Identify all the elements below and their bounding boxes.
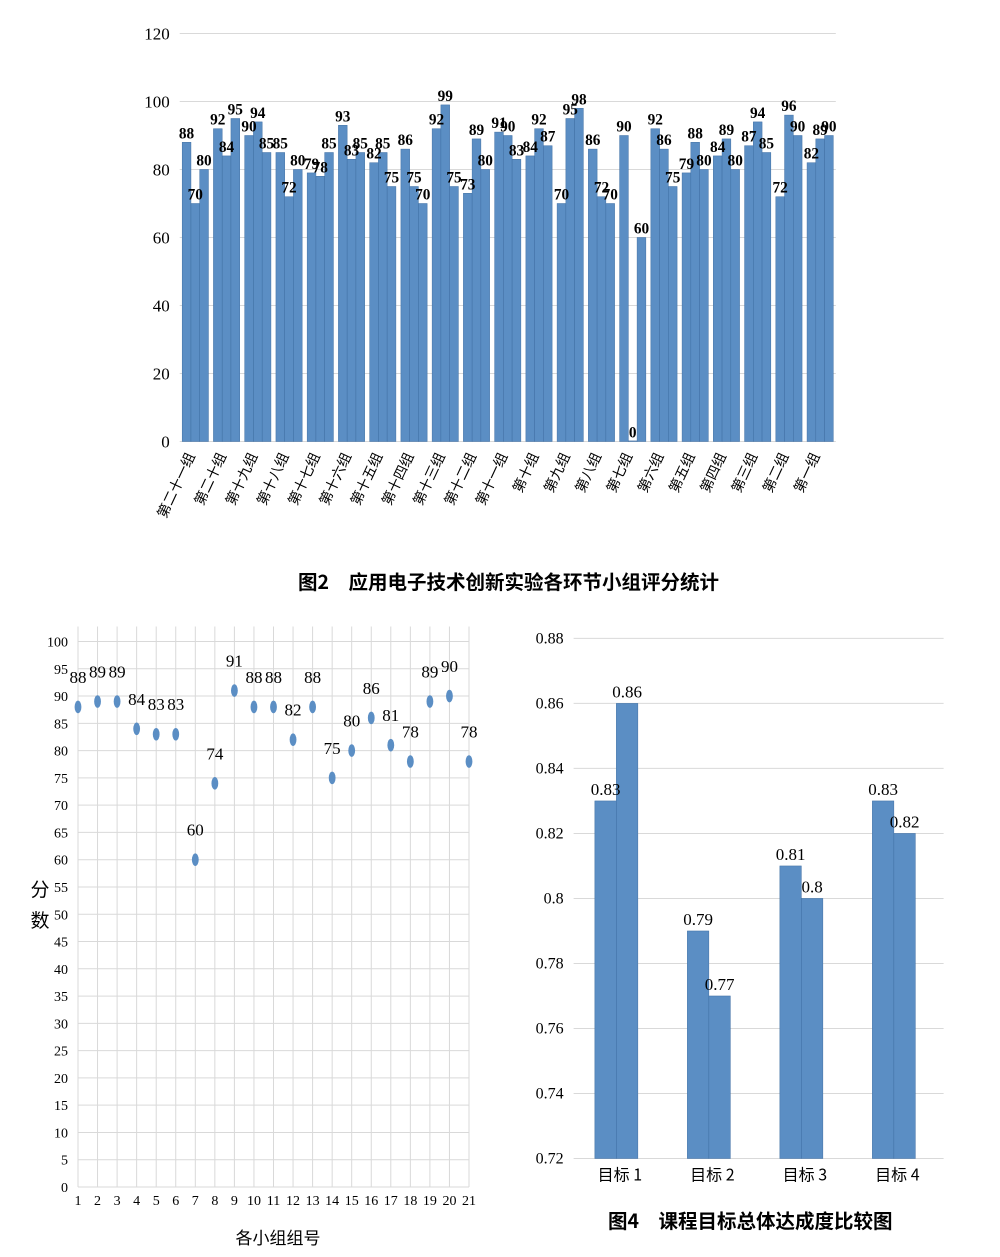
svg-text:0.72: 0.72	[536, 1151, 564, 1168]
svg-text:0.82: 0.82	[536, 825, 564, 842]
svg-text:0.81: 0.81	[776, 845, 806, 864]
svg-text:0.83: 0.83	[868, 780, 898, 799]
svg-text:0.76: 0.76	[536, 1020, 564, 1037]
svg-text:0.84: 0.84	[536, 760, 564, 777]
svg-text:0.86: 0.86	[536, 695, 564, 712]
svg-text:0.88: 0.88	[536, 630, 564, 647]
svg-text:0.8: 0.8	[544, 890, 564, 907]
svg-text:0.78: 0.78	[536, 955, 564, 972]
svg-text:0.8: 0.8	[801, 877, 822, 896]
svg-text:0.86: 0.86	[612, 682, 642, 701]
svg-text:0.83: 0.83	[591, 780, 621, 799]
svg-text:目标 2: 目标 2	[690, 1162, 735, 1186]
svg-text:0.82: 0.82	[890, 812, 920, 831]
svg-text:0.79: 0.79	[683, 910, 713, 929]
svg-text:目标 3: 目标 3	[783, 1162, 827, 1186]
svg-text:0.74: 0.74	[536, 1085, 564, 1102]
svg-text:目标 4: 目标 4	[875, 1162, 920, 1186]
svg-text:0.77: 0.77	[705, 975, 735, 994]
svg-text:目标 1: 目标 1	[598, 1162, 642, 1186]
